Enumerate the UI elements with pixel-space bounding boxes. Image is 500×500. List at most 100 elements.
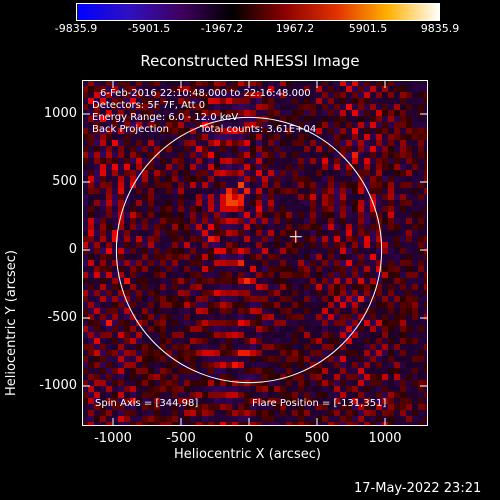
image-pixel bbox=[238, 386, 244, 392]
image-pixel bbox=[424, 224, 428, 230]
image-pixel bbox=[304, 92, 310, 98]
y-tick-label: -500 bbox=[47, 310, 77, 325]
image-pixel bbox=[358, 116, 364, 122]
image-pixel bbox=[316, 380, 322, 386]
image-pixel bbox=[184, 344, 190, 350]
image-pixel bbox=[358, 92, 364, 98]
image-pixel bbox=[310, 254, 316, 260]
image-pixel bbox=[370, 332, 376, 338]
image-pixel bbox=[424, 374, 428, 380]
image-pixel bbox=[280, 170, 286, 176]
image-pixel bbox=[358, 194, 364, 200]
image-pixel bbox=[154, 266, 160, 272]
image-pixel bbox=[226, 218, 232, 224]
image-pixel bbox=[124, 338, 130, 344]
image-pixel bbox=[280, 134, 286, 140]
image-pixel bbox=[214, 248, 220, 254]
image-pixel bbox=[94, 314, 100, 320]
image-pixel bbox=[172, 236, 178, 242]
image-pixel bbox=[340, 356, 346, 362]
image-pixel bbox=[424, 164, 428, 170]
image-pixel bbox=[358, 392, 364, 398]
image-pixel bbox=[424, 272, 428, 278]
image-pixel bbox=[124, 80, 130, 86]
image-pixel bbox=[382, 236, 388, 242]
image-pixel bbox=[418, 422, 424, 426]
image-pixel bbox=[352, 362, 358, 368]
image-pixel bbox=[358, 416, 364, 422]
image-pixel bbox=[310, 284, 316, 290]
image-pixel bbox=[202, 194, 208, 200]
image-pixel bbox=[226, 110, 232, 116]
image-pixel bbox=[94, 422, 100, 426]
image-pixel bbox=[424, 158, 428, 164]
image-pixel bbox=[304, 404, 310, 410]
image-pixel bbox=[82, 164, 88, 170]
image-pixel bbox=[208, 242, 214, 248]
image-pixel bbox=[250, 260, 256, 266]
image-pixel bbox=[190, 86, 196, 92]
image-pixel bbox=[424, 242, 428, 248]
image-pixel bbox=[310, 116, 316, 122]
image-pixel bbox=[394, 314, 400, 320]
image-pixel bbox=[196, 128, 202, 134]
image-pixel bbox=[262, 122, 268, 128]
flare-position-text: Flare Position = [-131,351] bbox=[252, 398, 387, 409]
image-pixel bbox=[160, 212, 166, 218]
image-pixel bbox=[232, 290, 238, 296]
image-pixel bbox=[340, 206, 346, 212]
image-pixel bbox=[298, 128, 304, 134]
image-pixel bbox=[298, 314, 304, 320]
image-pixel bbox=[196, 308, 202, 314]
image-pixel bbox=[154, 302, 160, 308]
image-pixel bbox=[160, 416, 166, 422]
image-pixel bbox=[202, 266, 208, 272]
image-pixel bbox=[340, 416, 346, 422]
image-pixel bbox=[394, 212, 400, 218]
image-pixel bbox=[340, 194, 346, 200]
image-pixel bbox=[382, 398, 388, 404]
image-pixel bbox=[88, 332, 94, 338]
image-pixel bbox=[172, 122, 178, 128]
image-pixel bbox=[202, 224, 208, 230]
image-pixel bbox=[334, 110, 340, 116]
image-pixel bbox=[376, 164, 382, 170]
image-pixel bbox=[376, 248, 382, 254]
image-pixel bbox=[142, 260, 148, 266]
image-pixel bbox=[322, 392, 328, 398]
image-pixel bbox=[298, 392, 304, 398]
image-pixel bbox=[406, 272, 412, 278]
image-pixel bbox=[352, 80, 358, 86]
image-pixel bbox=[166, 398, 172, 404]
image-pixel bbox=[226, 224, 232, 230]
image-pixel bbox=[310, 362, 316, 368]
image-pixel bbox=[340, 278, 346, 284]
image-pixel bbox=[304, 380, 310, 386]
image-pixel bbox=[202, 356, 208, 362]
image-pixel bbox=[196, 356, 202, 362]
image-pixel bbox=[112, 116, 118, 122]
image-pixel bbox=[100, 284, 106, 290]
image-pixel bbox=[244, 272, 250, 278]
image-pixel bbox=[202, 314, 208, 320]
image-pixel bbox=[106, 158, 112, 164]
image-pixel bbox=[160, 122, 166, 128]
image-pixel bbox=[370, 266, 376, 272]
image-pixel bbox=[406, 128, 412, 134]
image-pixel bbox=[214, 116, 220, 122]
image-pixel bbox=[88, 344, 94, 350]
image-pixel bbox=[220, 254, 226, 260]
image-pixel bbox=[334, 404, 340, 410]
image-pixel bbox=[280, 236, 286, 242]
image-pixel bbox=[400, 242, 406, 248]
image-pixel bbox=[376, 104, 382, 110]
image-pixel bbox=[94, 398, 100, 404]
image-pixel bbox=[418, 272, 424, 278]
image-pixel bbox=[310, 326, 316, 332]
image-pixel bbox=[418, 80, 424, 86]
colorbar-tick-label: 9835.9 bbox=[420, 22, 460, 35]
image-pixel bbox=[256, 254, 262, 260]
image-pixel bbox=[406, 206, 412, 212]
image-pixel bbox=[406, 116, 412, 122]
image-pixel bbox=[106, 380, 112, 386]
